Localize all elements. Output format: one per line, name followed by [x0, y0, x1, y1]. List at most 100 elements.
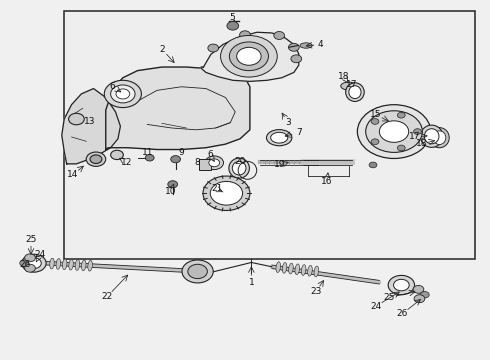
- Ellipse shape: [75, 260, 80, 270]
- Text: 26: 26: [20, 261, 31, 270]
- Text: 14: 14: [67, 170, 79, 179]
- Text: 16: 16: [321, 176, 333, 185]
- Ellipse shape: [295, 264, 299, 275]
- Ellipse shape: [282, 262, 287, 273]
- Circle shape: [413, 285, 424, 293]
- Text: 23: 23: [310, 287, 321, 296]
- Text: 18: 18: [338, 72, 349, 81]
- Circle shape: [379, 121, 409, 142]
- Circle shape: [146, 154, 154, 161]
- Text: 1: 1: [248, 278, 254, 287]
- Ellipse shape: [56, 258, 61, 269]
- Circle shape: [237, 47, 261, 65]
- Circle shape: [24, 264, 35, 272]
- Text: 8: 8: [195, 158, 200, 167]
- Circle shape: [220, 36, 277, 77]
- Ellipse shape: [349, 86, 361, 99]
- Ellipse shape: [345, 83, 364, 102]
- Circle shape: [229, 42, 269, 71]
- Circle shape: [171, 156, 180, 163]
- Ellipse shape: [424, 129, 439, 144]
- Circle shape: [26, 258, 41, 269]
- Text: 12: 12: [121, 158, 132, 167]
- Ellipse shape: [229, 158, 249, 178]
- Bar: [64, 12, 475, 259]
- Ellipse shape: [308, 265, 312, 276]
- Circle shape: [203, 176, 250, 211]
- Ellipse shape: [289, 263, 293, 274]
- Circle shape: [414, 295, 425, 303]
- Circle shape: [366, 111, 422, 152]
- Circle shape: [111, 85, 135, 103]
- Ellipse shape: [430, 128, 449, 148]
- Circle shape: [104, 80, 142, 108]
- Polygon shape: [201, 32, 299, 81]
- Circle shape: [240, 31, 250, 39]
- Ellipse shape: [232, 161, 246, 175]
- Text: 7: 7: [296, 128, 302, 137]
- Text: 17: 17: [409, 132, 421, 141]
- Text: 22: 22: [101, 292, 113, 301]
- Text: 18: 18: [416, 139, 428, 148]
- Ellipse shape: [62, 259, 67, 270]
- Text: 25: 25: [25, 235, 37, 244]
- Ellipse shape: [270, 132, 288, 143]
- Ellipse shape: [314, 266, 319, 277]
- Circle shape: [208, 44, 219, 52]
- Circle shape: [371, 139, 379, 145]
- Circle shape: [388, 275, 415, 295]
- Circle shape: [168, 181, 177, 188]
- Polygon shape: [106, 67, 250, 149]
- Circle shape: [69, 113, 84, 125]
- Ellipse shape: [341, 82, 356, 90]
- Circle shape: [371, 118, 379, 124]
- Text: 20: 20: [234, 157, 246, 166]
- Bar: [199, 159, 211, 170]
- Circle shape: [209, 159, 220, 167]
- Text: 2: 2: [159, 45, 165, 54]
- Text: 13: 13: [84, 117, 96, 126]
- Text: 6: 6: [109, 82, 115, 91]
- Text: 25: 25: [384, 293, 395, 302]
- Ellipse shape: [300, 43, 312, 48]
- Circle shape: [414, 129, 421, 134]
- Circle shape: [111, 150, 123, 159]
- Ellipse shape: [301, 265, 306, 275]
- Circle shape: [188, 264, 207, 279]
- Circle shape: [20, 260, 28, 266]
- Circle shape: [90, 155, 102, 163]
- Text: 15: 15: [370, 110, 382, 119]
- Text: 10: 10: [165, 187, 176, 196]
- Text: 17: 17: [346, 81, 357, 90]
- Circle shape: [369, 162, 377, 168]
- Text: 21: 21: [211, 184, 222, 193]
- Circle shape: [393, 279, 409, 291]
- Circle shape: [274, 32, 285, 40]
- Circle shape: [289, 43, 299, 51]
- Ellipse shape: [420, 125, 443, 147]
- Text: 24: 24: [370, 302, 382, 311]
- Text: 26: 26: [396, 309, 408, 318]
- Text: 3: 3: [285, 118, 291, 127]
- Text: 24: 24: [34, 250, 46, 259]
- Circle shape: [291, 55, 302, 63]
- Text: 11: 11: [142, 148, 153, 157]
- Text: 19: 19: [274, 161, 286, 170]
- Text: 9: 9: [179, 148, 184, 157]
- Ellipse shape: [69, 259, 74, 270]
- Circle shape: [357, 105, 431, 158]
- Circle shape: [420, 292, 429, 298]
- Circle shape: [205, 156, 223, 170]
- Text: 4: 4: [318, 40, 323, 49]
- Circle shape: [24, 254, 35, 262]
- Ellipse shape: [88, 260, 92, 271]
- Circle shape: [86, 152, 106, 166]
- Text: 5: 5: [229, 13, 235, 22]
- Ellipse shape: [267, 130, 292, 146]
- Circle shape: [397, 145, 405, 151]
- Text: 6: 6: [207, 150, 213, 159]
- Ellipse shape: [276, 262, 280, 273]
- Polygon shape: [62, 89, 121, 164]
- Circle shape: [116, 89, 130, 99]
- Circle shape: [210, 181, 243, 205]
